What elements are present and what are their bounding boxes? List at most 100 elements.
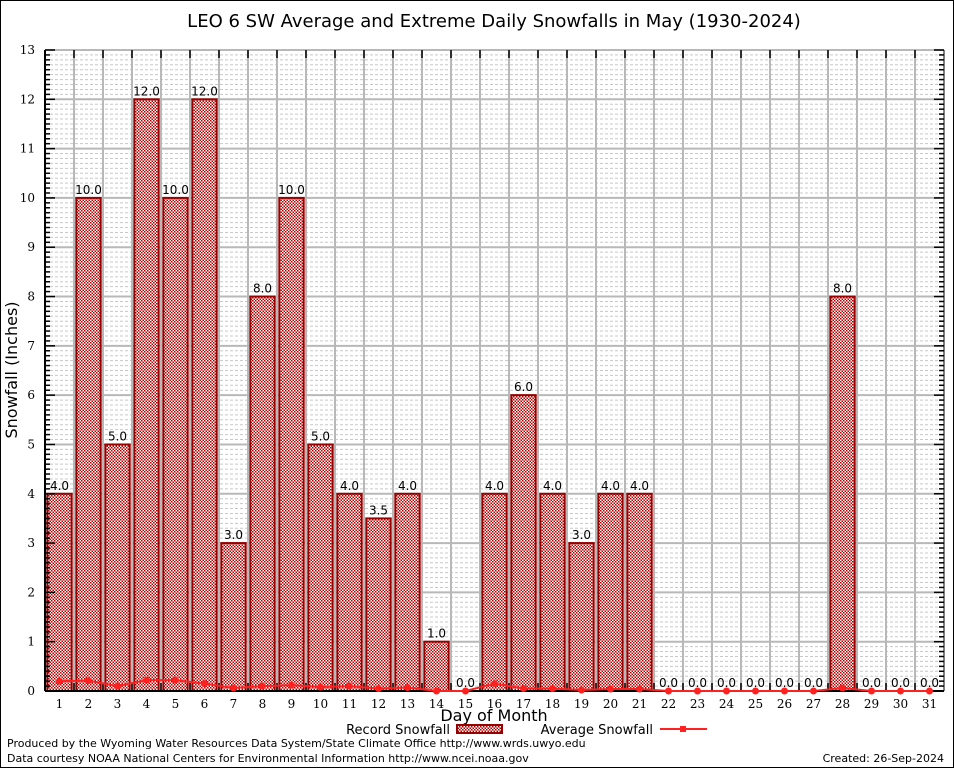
- x-tick-label: 25: [748, 697, 763, 711]
- footer-producer: Produced by the Wyoming Water Resources …: [7, 737, 586, 750]
- legend: Record Snowfall Average Snowfall: [346, 723, 707, 738]
- average-point-day-28: [839, 684, 846, 692]
- x-tick-label: 20: [603, 697, 618, 711]
- bar-day-9: [278, 196, 305, 693]
- average-point-day-24: [723, 687, 730, 695]
- x-tick-label: 21: [632, 697, 647, 711]
- bar-label-day-2: 10.0: [75, 183, 102, 197]
- bar-day-19: [568, 542, 595, 692]
- average-point-day-2: [85, 677, 92, 685]
- bar-label-day-19: 3.0: [572, 528, 591, 542]
- y-tick-label: 13: [20, 43, 35, 57]
- average-point-day-16: [491, 680, 498, 688]
- x-tick-label: 3: [114, 697, 122, 711]
- bar-day-12: [365, 517, 392, 693]
- bar-label-day-31: 0.0: [920, 676, 939, 690]
- average-point-day-14: [433, 687, 440, 695]
- bar-label-day-30: 0.0: [891, 676, 910, 690]
- average-point-day-13: [404, 684, 411, 692]
- bar-day-4: [133, 98, 160, 693]
- legend-record-swatch: [456, 724, 503, 734]
- bar-label-day-17: 6.0: [514, 380, 533, 394]
- x-tick-label: 9: [288, 697, 296, 711]
- bar-label-day-25: 0.0: [746, 676, 765, 690]
- x-tick-label: 28: [835, 697, 850, 711]
- bar-label-day-21: 4.0: [630, 479, 649, 493]
- average-point-day-19: [578, 686, 585, 694]
- bar-day-18: [539, 492, 566, 692]
- bar-day-2: [75, 196, 102, 693]
- bar-label-day-29: 0.0: [862, 676, 881, 690]
- average-point-day-3: [114, 682, 121, 690]
- bars: [46, 98, 856, 693]
- x-tick-label: 14: [429, 697, 445, 711]
- bar-day-21: [626, 492, 653, 692]
- average-point-day-18: [549, 685, 556, 693]
- average-point-day-8: [259, 682, 266, 690]
- x-tick-label: 12: [371, 697, 386, 711]
- average-point-day-23: [694, 687, 701, 695]
- bar-label-day-26: 0.0: [775, 676, 794, 690]
- x-tick-label: 6: [201, 697, 209, 711]
- x-tick-label: 13: [400, 697, 415, 711]
- bar-day-5: [162, 196, 189, 693]
- bar-day-14: [423, 640, 450, 693]
- x-tick-label: 29: [864, 697, 879, 711]
- average-line: [56, 676, 933, 695]
- x-tick-label: 2: [85, 697, 93, 711]
- average-point-day-12: [375, 685, 382, 693]
- bar-label-day-27: 0.0: [804, 676, 823, 690]
- bar-label-day-12: 3.5: [369, 503, 388, 517]
- y-tick-label: 3: [27, 536, 35, 550]
- bar-label-day-8: 8.0: [253, 282, 272, 296]
- axes: [44, 49, 945, 692]
- x-tick-label: 15: [458, 697, 473, 711]
- bar-day-13: [394, 492, 421, 692]
- bar-day-10: [307, 443, 334, 693]
- bar-label-day-10: 5.0: [311, 429, 330, 443]
- average-point-day-7: [230, 684, 237, 692]
- legend-record-label: Record Snowfall: [346, 723, 450, 738]
- bar-label-day-1: 4.0: [50, 479, 69, 493]
- y-tick-label: 11: [20, 142, 35, 156]
- average-point-day-27: [810, 687, 817, 695]
- x-axis-label: Day of Month: [440, 706, 547, 725]
- x-tick-label: 24: [719, 697, 735, 711]
- average-point-day-9: [288, 681, 295, 689]
- x-tick-label: 1: [56, 697, 64, 711]
- y-tick-label: 4: [27, 487, 35, 501]
- x-tick-label: 26: [777, 697, 792, 711]
- average-point-day-11: [346, 682, 353, 690]
- y-tick-label: 8: [27, 290, 35, 304]
- bar-label-day-15: 0.0: [456, 676, 475, 690]
- y-tick-label: 9: [27, 240, 35, 254]
- average-point-day-21: [636, 685, 643, 693]
- average-point-day-22: [665, 687, 672, 695]
- average-point-day-26: [781, 687, 788, 695]
- average-point-day-29: [868, 687, 875, 695]
- bar-day-1: [46, 492, 73, 692]
- average-point-day-20: [607, 685, 614, 693]
- bar-day-11: [336, 492, 363, 692]
- x-tick-label: 30: [893, 697, 908, 711]
- bar-label-day-4: 12.0: [133, 84, 160, 98]
- bar-label-day-23: 0.0: [688, 676, 707, 690]
- average-point-day-1: [56, 677, 63, 685]
- x-tick-label: 23: [690, 697, 705, 711]
- bar-day-6: [191, 98, 218, 693]
- legend-average-label: Average Snowfall: [541, 723, 653, 738]
- bar-day-3: [104, 443, 131, 693]
- x-tick-label: 7: [230, 697, 238, 711]
- y-tick-label: 6: [27, 388, 35, 402]
- x-tick-label: 5: [172, 697, 180, 711]
- footer-created: Created: 26-Sep-2024: [823, 752, 944, 765]
- bar-label-day-20: 4.0: [601, 479, 620, 493]
- bar-label-day-18: 4.0: [543, 479, 562, 493]
- x-tick-label: 10: [313, 697, 328, 711]
- average-point-day-5: [172, 676, 179, 684]
- bar-label-day-24: 0.0: [717, 676, 736, 690]
- bar-label-day-28: 8.0: [833, 282, 852, 296]
- x-tick-label: 8: [259, 697, 267, 711]
